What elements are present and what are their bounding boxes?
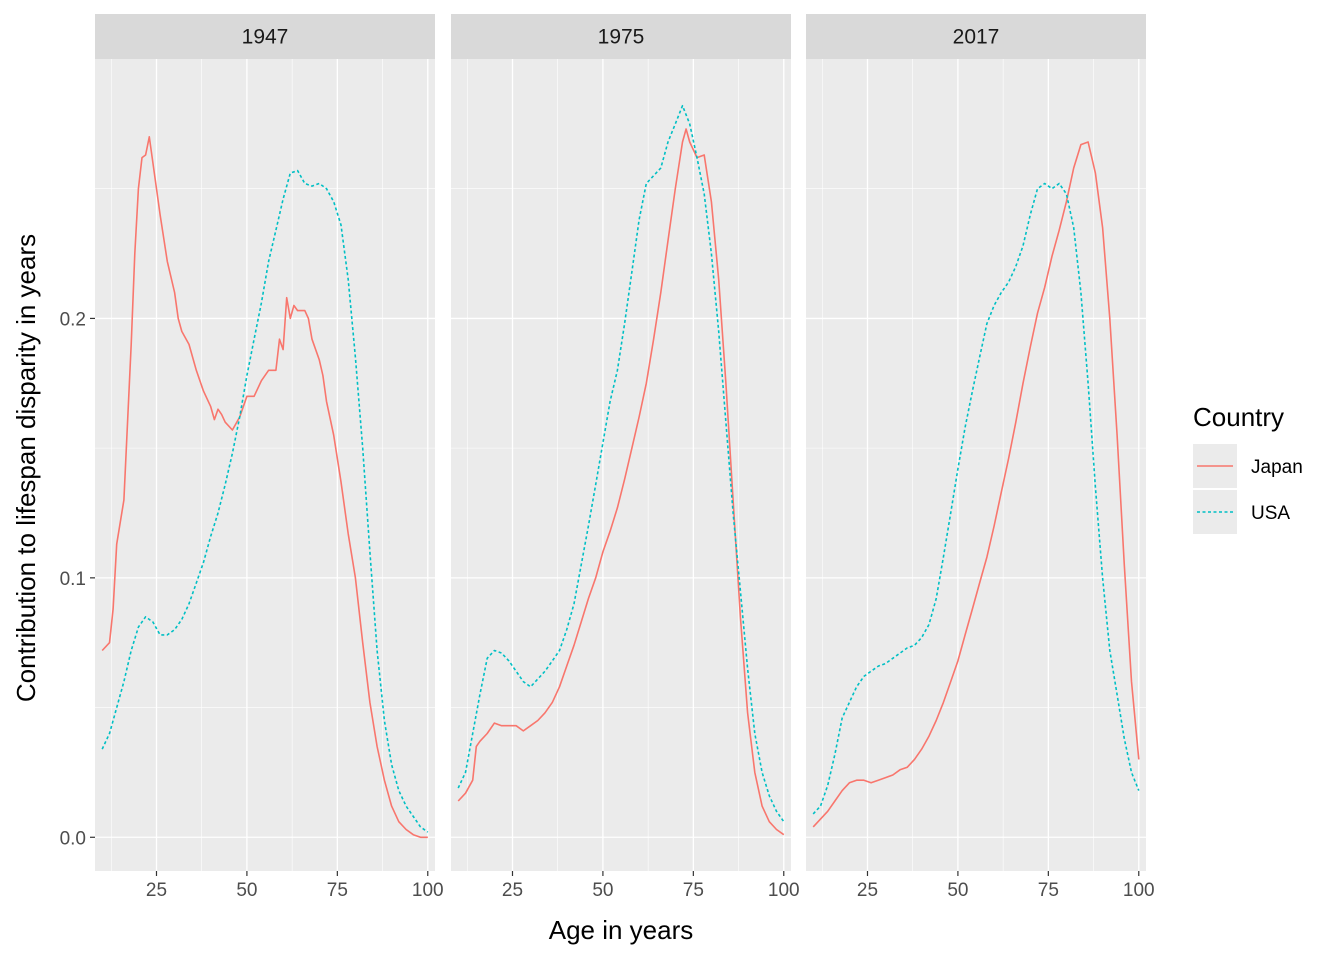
panel-background	[806, 59, 1146, 871]
panel-background	[95, 59, 435, 871]
legend-label-japan: Japan	[1251, 457, 1303, 478]
series-line-japan	[812, 141, 1140, 828]
x-axis-title: Age in years	[549, 915, 694, 945]
series-line-usa	[812, 182, 1140, 815]
panel-1947: 1947 25 50 75 100	[95, 14, 444, 901]
series-line-japan	[101, 136, 428, 839]
x-tick-label: 50	[947, 880, 968, 901]
x-tick-label: 50	[592, 880, 613, 901]
panel-background	[451, 59, 791, 871]
legend-label-usa: USA	[1251, 503, 1290, 524]
x-tick-label: 75	[327, 880, 348, 901]
legend-title: Country	[1193, 402, 1284, 432]
series-line-japan	[457, 128, 785, 836]
x-tick-label: 100	[768, 880, 800, 901]
panel-1975: 1975 25 50 75 100	[451, 14, 800, 901]
y-tick-label: 0.1	[60, 569, 86, 590]
legend: Country Japan USA	[1193, 402, 1303, 534]
y-axis: 0.0 0.1 0.2	[60, 309, 95, 849]
x-tick-label: 50	[236, 880, 257, 901]
y-tick-label: 0.2	[60, 309, 86, 330]
x-tick-label: 75	[683, 880, 704, 901]
x-tick-label: 25	[502, 880, 523, 901]
strip-background	[451, 14, 791, 59]
panel-2017: 2017 25 50 75 100	[806, 14, 1155, 901]
series-line-usa	[101, 169, 429, 833]
x-tick-label: 25	[857, 880, 878, 901]
facet-panels: 1947 25 50 75 100 1975 25 50 75 100 2017 25 50 75 100	[95, 14, 1155, 901]
x-tick-label: 25	[146, 880, 167, 901]
x-tick-label: 100	[1123, 880, 1155, 901]
x-tick-label: 75	[1038, 880, 1059, 901]
x-tick-label: 100	[412, 880, 444, 901]
y-axis-title: Contribution to lifespan disparity in ye…	[11, 234, 41, 702]
series-line-usa	[457, 104, 785, 823]
strip-background	[806, 14, 1146, 59]
strip-background	[95, 14, 435, 59]
y-tick-label: 0.0	[60, 828, 86, 849]
strip-label: 1947	[242, 26, 289, 49]
strip-label: 1975	[598, 26, 645, 49]
strip-label: 2017	[953, 26, 1000, 49]
